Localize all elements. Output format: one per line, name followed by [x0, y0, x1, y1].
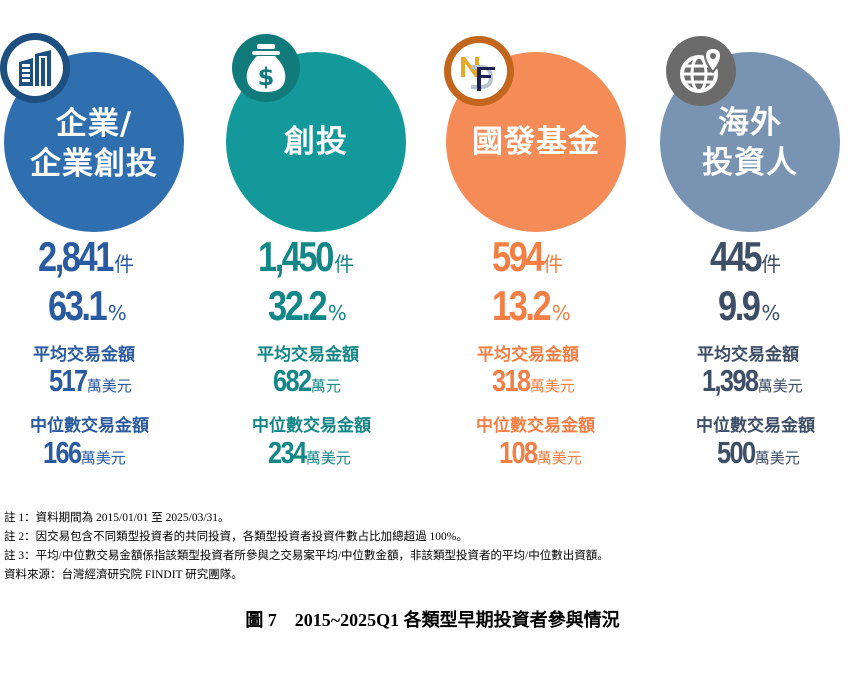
investor-card-vc: 創投 $ 1,450 件 32.2% 平均交易金額 682萬元 中位數交易金額 2…: [220, 0, 440, 480]
building-icon: [0, 33, 70, 103]
deal-count: 1,450 件: [258, 233, 355, 280]
investor-name-line1: 創投: [284, 124, 348, 160]
footnote-3: 註 3：平均/中位數交易金額係指該類型投資者所參與之交易案平均/中位數金額，非該…: [4, 550, 609, 562]
ndf-logo-icon: [444, 36, 514, 106]
data-source: 資料來源：台灣經濟研究院 FINDIT 研究團隊。: [4, 569, 243, 581]
avg-amount-label: 平均交易金額: [33, 345, 135, 365]
footnote-2: 註 2：因交易包含不同類型投資者的共同投資，各類型投資者投資件數占比加總超過 1…: [4, 531, 468, 543]
avg-amount: 682萬元: [273, 363, 341, 398]
median-amount: 500萬美元: [717, 435, 800, 470]
deal-count: 445件: [710, 233, 782, 280]
avg-amount-label: 平均交易金額: [697, 345, 799, 365]
investor-name-line2: 投資人: [702, 145, 798, 181]
median-amount: 234萬美元: [268, 435, 351, 470]
footnote-1: 註 1：資料期間為 2015/01/01 至 2025/03/31。: [4, 512, 230, 524]
median-amount-label: 中位數交易金額: [476, 416, 595, 436]
investor-name-line2: 企業創投: [30, 146, 158, 182]
deal-count: 2,841 件: [38, 233, 135, 280]
figure-caption: 圖 7 2015~2025Q1 各類型早期投資者參與情況: [245, 610, 620, 630]
median-amount-label: 中位數交易金額: [696, 416, 815, 436]
investor-card-ndf: 國發基金 594件 13.2% 平均交易金額 318萬美元 中位數交易金額 10…: [440, 0, 660, 480]
median-amount: 166萬美元: [43, 435, 126, 470]
avg-amount-label: 平均交易金額: [477, 345, 579, 365]
avg-amount: 318萬美元: [492, 363, 575, 398]
deal-share: 63.1%: [48, 282, 127, 329]
avg-amount: 517萬美元: [49, 363, 132, 398]
investor-name-line1: 企業/: [55, 106, 133, 142]
investor-name-line1: 國發基金: [472, 124, 600, 160]
deal-count: 594件: [492, 233, 564, 280]
footnotes: 註 1：資料期間為 2015/01/01 至 2025/03/31。 註 2：因…: [4, 509, 609, 585]
median-amount-label: 中位數交易金額: [252, 416, 371, 436]
deal-share: 9.9%: [718, 282, 781, 329]
deal-share: 32.2%: [268, 282, 347, 329]
median-amount: 108萬美元: [499, 435, 582, 470]
investor-card-corporate: 企業/ 企業創投 2,841 件 63.1% 平均交易金額 517萬美元 中位數交…: [0, 0, 220, 480]
median-amount-label: 中位數交易金額: [30, 416, 149, 436]
money-bag-icon: $: [232, 34, 300, 102]
globe-pin-icon: [666, 36, 736, 106]
svg-text:$: $: [258, 63, 275, 91]
avg-amount: 1,398萬美元: [702, 363, 803, 398]
investor-name-line1: 海外: [718, 105, 782, 141]
investor-card-foreign: 海外 投資人 445件 9.9% 平均交易金額 1,398萬美元 中位數交易金額…: [660, 0, 865, 480]
deal-share: 13.2%: [492, 282, 571, 329]
avg-amount-label: 平均交易金額: [257, 345, 359, 365]
